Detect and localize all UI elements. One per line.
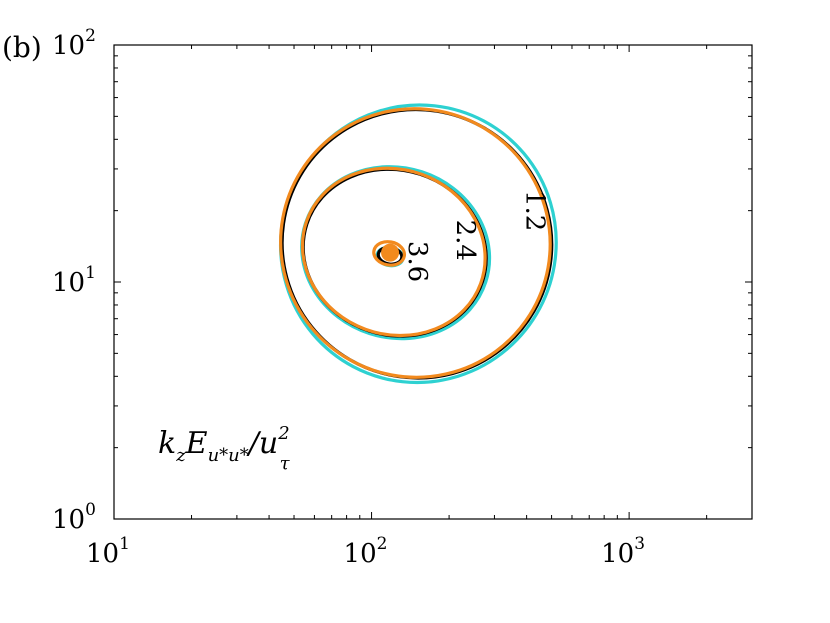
y-tick-label: 101: [52, 263, 96, 298]
contour-label-3-6: 3.6: [402, 241, 432, 282]
contour-level-1-2: [279, 107, 552, 379]
peak-marker: [381, 243, 400, 262]
x-tick-label: 102: [344, 534, 388, 569]
x-tick-label: 103: [601, 534, 645, 569]
y-tick-label: 102: [52, 26, 96, 61]
contour-labels: 1.2 2.4 3.6: [402, 190, 549, 282]
contour-lines: [278, 103, 558, 385]
panel-label: (b): [2, 31, 42, 64]
x-tick-label: 101: [86, 534, 130, 569]
axis-ticks: [113, 44, 753, 520]
contour-label-1-2: 1.2: [520, 190, 550, 231]
contour-level-3-6: [372, 240, 407, 267]
contour-series-3: [279, 107, 552, 379]
contour-label-2-4: 2.4: [450, 220, 480, 261]
y-tick-label: 100: [52, 500, 96, 535]
contour-level-2-4: [300, 166, 487, 338]
spectrum-annotation: kzEu*u*/u2 τ: [158, 423, 291, 474]
